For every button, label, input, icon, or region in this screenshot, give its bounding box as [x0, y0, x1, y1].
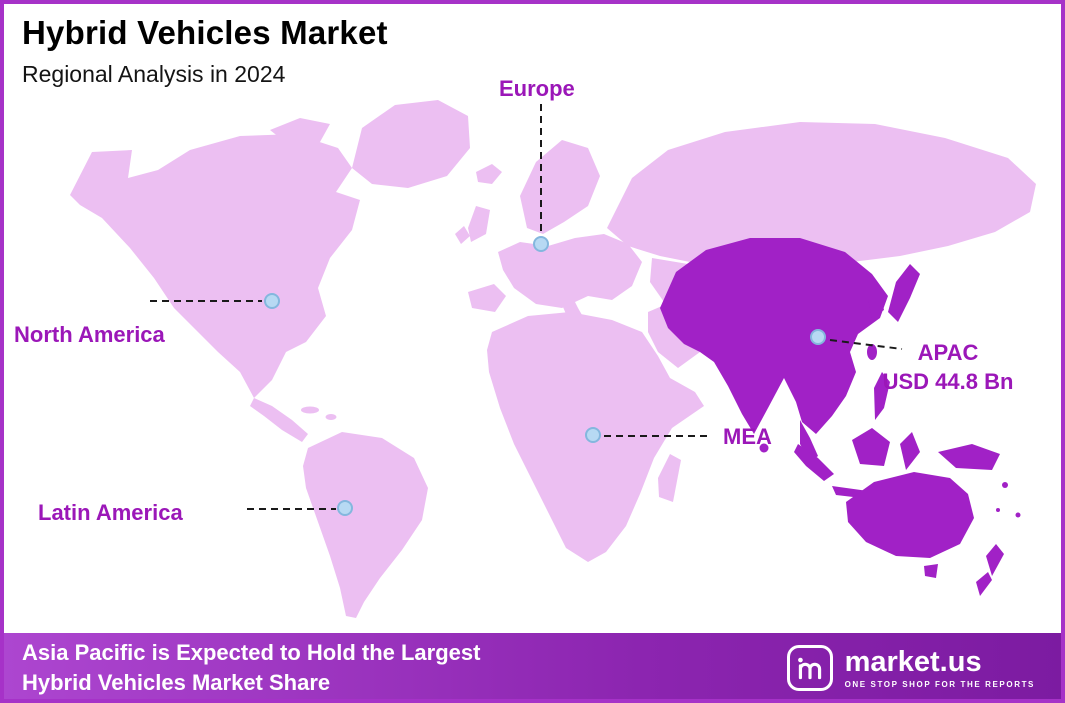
brand-logo: market.us ONE STOP SHOP FOR THE REPORTS [786, 645, 1035, 691]
apac-leader-line [829, 339, 903, 350]
korea-landmass [868, 292, 884, 318]
apac-marker [810, 329, 826, 345]
page-subtitle: Regional Analysis in 2024 [22, 61, 286, 87]
sumatra-island [794, 444, 834, 481]
apac-region-value: USD 44.8 Bn [882, 369, 1014, 394]
logo-m-glyph [797, 657, 821, 680]
cuba-island [301, 406, 319, 414]
greenland-landmass [352, 100, 470, 188]
tasmania-island [924, 564, 938, 578]
market-us-logo-icon [786, 645, 833, 691]
australia-landmass [846, 472, 974, 558]
ireland-island [455, 226, 470, 244]
iberia-landmass [468, 284, 506, 312]
borneo-island [852, 428, 890, 466]
landmass-apac-highlight [660, 238, 1021, 596]
sulawesi-island [900, 432, 920, 470]
europe-landmass [498, 234, 642, 308]
scandinavia-landmass [520, 140, 600, 234]
south-america-landmass [303, 432, 428, 618]
new-guinea-island [938, 444, 1000, 470]
apac-mainland [660, 238, 888, 434]
footer-note-line1: Asia Pacific is Expected to Hold the Lar… [22, 640, 481, 665]
map-label-europe: Europe [499, 76, 575, 101]
iceland-island [476, 164, 502, 184]
brand-name: market.us [844, 645, 982, 678]
uk-island [468, 206, 490, 242]
footer-note-line2: Hybrid Vehicles Market Share [22, 670, 331, 695]
north-america-marker [264, 293, 280, 309]
madagascar-island [658, 454, 681, 502]
map-label-north-america: North America [14, 322, 165, 347]
location-markers [264, 236, 826, 516]
new-zealand-north [986, 544, 1004, 576]
sri-lanka-island [759, 443, 769, 453]
header: Hybrid Vehicles Market Regional Analysis… [22, 14, 388, 88]
pacific-island-2 [1015, 512, 1021, 518]
europe-marker [533, 236, 549, 252]
map-label-mea: MEA [723, 424, 772, 449]
footer-note: Asia Pacific is Expected to Hold the Lar… [0, 638, 480, 698]
philippines-islands [874, 372, 890, 420]
north-america-landmass [70, 134, 360, 398]
taiwan-island [867, 344, 877, 360]
map-label-apac: APAC USD 44.8 Bn [870, 338, 1026, 396]
map-label-latin-america: Latin America [38, 500, 183, 525]
footer-banner: Asia Pacific is Expected to Hold the Lar… [0, 633, 1065, 703]
latin-america-marker [337, 500, 353, 516]
apac-region-name: APAC [917, 340, 979, 365]
japan-islands [888, 264, 920, 322]
russia-landmass [607, 122, 1036, 268]
page-title: Hybrid Vehicles Market [22, 14, 388, 51]
brand-text: market.us ONE STOP SHOP FOR THE REPORTS [844, 645, 1035, 689]
new-zealand-south [976, 572, 992, 596]
mea-marker [585, 427, 601, 443]
brand-tagline: ONE STOP SHOP FOR THE REPORTS [844, 679, 1035, 689]
hispaniola-island [325, 414, 337, 420]
pacific-island-3 [996, 508, 1000, 512]
leader-lines [150, 104, 903, 510]
central-america-landmass [250, 398, 308, 442]
pacific-island-1 [1002, 482, 1008, 488]
landmass-base [70, 100, 1036, 618]
